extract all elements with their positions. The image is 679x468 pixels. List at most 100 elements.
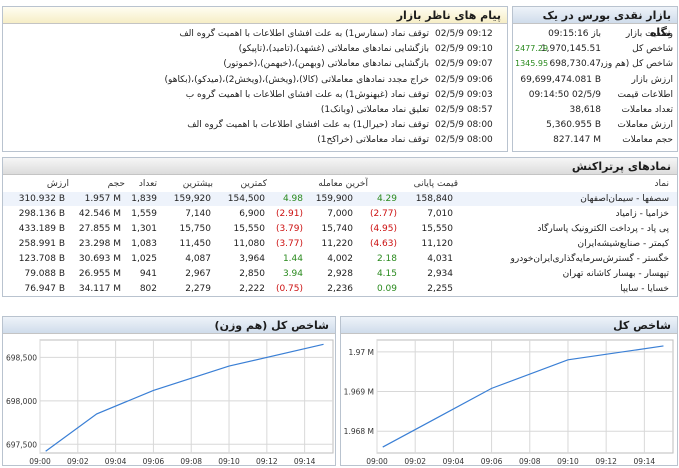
- trade-count: 1,301: [131, 224, 157, 234]
- high-price: 7,140: [185, 209, 211, 219]
- trade-count: 802: [139, 284, 157, 294]
- trade-count: 1,839: [131, 194, 157, 204]
- last-price: 4,002: [327, 254, 353, 264]
- market-stat-row: اطلاعات قیمت 09:14:50 02/5/9: [513, 88, 677, 102]
- message-row[interactable]: 02/5/9 08:00 توقف نماد معاملاتی (خراکح1): [3, 133, 507, 147]
- table-row[interactable]: کیمتر - صنایع‌شیشه‌ایران 11,120 (4.63) 11,2…: [3, 237, 677, 251]
- message-row[interactable]: 02/5/9 08:00 توقف نماد (حیرال1) به علت اف…: [3, 118, 507, 132]
- last-change: (0.75): [275, 284, 303, 294]
- close-change: 2.18: [376, 254, 397, 264]
- message-row[interactable]: 02/5/9 09:07 بازگشایی نمادهای معاملاتی (و…: [3, 57, 507, 71]
- low-price: 15,550: [233, 224, 266, 234]
- last-change: 4.98: [282, 194, 303, 204]
- trade-volume: 34.117 M: [78, 284, 121, 294]
- message-row[interactable]: 02/5/9 09:06 خراج مجدد نمادهای معاملاتی (…: [3, 73, 507, 87]
- plot-area: [39, 339, 334, 454]
- market-stat-label: وضعیت بازار: [625, 29, 673, 39]
- trade-volume: 1.957 M: [84, 194, 121, 204]
- high-price: 15,750: [179, 224, 212, 234]
- message-text: توقف نماد (سفارس1) به علت افشای اطلاعات …: [179, 29, 429, 39]
- trade-volume: 26.955 M: [78, 269, 121, 279]
- header-value: ارزش: [46, 179, 69, 189]
- last-price: 2,236: [327, 284, 353, 294]
- x-tick-label: 09:14: [634, 457, 656, 466]
- message-text: توقف نماد معاملاتی (خراکح1): [317, 135, 429, 146]
- last-change: (2.91): [275, 209, 303, 219]
- market-messages-panel: پیام های ناظر بازار 02/5/9 09:12 توقف نما…: [2, 6, 508, 152]
- symbol-name: خسایا - سایپا: [620, 284, 669, 294]
- symbol-name: تپهسار - بهسار کاشانه تهران: [562, 269, 669, 279]
- last-price: 7,000: [327, 209, 353, 219]
- header-count: تعداد: [138, 179, 157, 189]
- trade-value: 298.136 B: [18, 209, 65, 219]
- x-tick-label: 09:10: [218, 457, 240, 466]
- x-tick-label: 09:02: [404, 457, 426, 466]
- table-row[interactable]: تپهسار - بهسار کاشانه تهران 2,934 4.15 2,92…: [3, 267, 677, 281]
- close-change: (2.77): [369, 209, 397, 219]
- market-stat-label: اطلاعات قیمت: [617, 89, 673, 100]
- trade-volume: 27.855 M: [78, 224, 121, 234]
- low-price: 2,850: [239, 269, 265, 279]
- message-text: توقف نماد (حیرال1) به علت افشای اطلاعات …: [187, 120, 429, 131]
- x-tick-label: 09:08: [180, 457, 202, 466]
- close-change: 4.29: [376, 194, 397, 204]
- symbol-name: خگستر - گسترش‌سرمایه‌گذاری‌ایران‌خودرو: [510, 254, 670, 264]
- close-price: 2,934: [427, 269, 453, 279]
- x-tick-label: 09:04: [443, 457, 465, 466]
- last-price: 2,928: [327, 269, 353, 279]
- header-volume: حجم: [107, 179, 125, 189]
- x-tick-label: 09:08: [519, 457, 541, 466]
- trade-count: 941: [139, 269, 157, 279]
- x-tick-label: 09:14: [294, 457, 316, 466]
- market-stat-change: 1345.95: [515, 59, 549, 69]
- y-tick-label: 1.97 M: [348, 348, 374, 357]
- table-row[interactable]: خسایا - سایپا 2,255 0.09 2,236 (0.75) 2,222 2,…: [3, 282, 677, 296]
- message-row[interactable]: 02/5/9 09:03 توقف نماد (غبهنوش1) به علت ا…: [3, 88, 507, 102]
- last-price: 159,900: [315, 194, 353, 204]
- low-price: 154,500: [227, 194, 265, 204]
- influential-symbols-title: نمادهای پرتراکنش: [3, 158, 677, 175]
- market-stat-value: 827.147 M: [553, 135, 601, 146]
- table-row[interactable]: خگستر - گسترش‌سرمایه‌گذاری‌ایران‌خودرو 4,…: [3, 252, 677, 266]
- high-price: 2,279: [185, 284, 211, 294]
- y-tick-label: 1.968 M: [344, 427, 374, 436]
- market-stat-label: شاخص کل: [632, 44, 673, 55]
- last-change: (3.77): [275, 239, 303, 249]
- table-row[interactable]: پی پاد - پرداخت الکترونیک پاسارگاد 15,550…: [3, 222, 677, 236]
- header-close: قیمت پایانی: [413, 179, 458, 189]
- low-price: 6,900: [239, 209, 265, 219]
- market-overview-title: بازار نقدی بورس در یک نگاه: [513, 7, 677, 39]
- x-tick-label: 09:04: [105, 457, 127, 466]
- low-price: 11,080: [233, 239, 266, 249]
- market-stat-value: 09:14:50 02/5/9: [528, 89, 601, 100]
- trade-value: 258.991 B: [18, 239, 65, 249]
- market-stat-row: تعداد معاملات 38,618: [513, 103, 677, 117]
- x-tick-label: 09:06: [143, 457, 165, 466]
- symbol-name: خزامیا - زامیاد: [615, 209, 669, 219]
- header-last: آخرین معامله: [318, 179, 368, 189]
- trade-volume: 30.693 M: [78, 254, 121, 264]
- header-symbol: نماد: [654, 179, 669, 189]
- close-change: (4.95): [369, 224, 397, 234]
- last-change: (3.79): [275, 224, 303, 234]
- market-stat-row: حجم معاملات 827.147 M: [513, 133, 677, 147]
- symbol-name: پی پاد - پرداخت الکترونیک پاسارگاد: [537, 224, 669, 234]
- market-stat-value: باز 09:15:16: [548, 29, 601, 39]
- plot-area: [376, 339, 674, 454]
- message-row[interactable]: 02/5/9 08:57 تعلیق نماد معاملاتی (وبانک1): [3, 103, 507, 117]
- message-row[interactable]: 02/5/9 09:12 توقف نماد (سفارس1) به علت اف…: [3, 27, 507, 41]
- x-tick-label: 09:06: [481, 457, 503, 466]
- close-change: 0.09: [376, 284, 397, 294]
- table-row[interactable]: سصفها - سیمان‌اصفهان 158,840 4.29 159,900 4.…: [3, 192, 677, 206]
- trade-count: 1,559: [131, 209, 157, 219]
- message-row[interactable]: 02/5/9 09:10 بازگشایی نمادهای معاملاتی (غ…: [3, 42, 507, 56]
- equal-weight-index-chart-panel: شاخص کل (هم وزن) 697,500 698,000 698,500 09…: [2, 316, 336, 466]
- trade-count: 1,025: [131, 254, 157, 264]
- close-price: 15,550: [421, 224, 454, 234]
- market-stat-value: 698,730.47: [549, 59, 601, 70]
- table-row[interactable]: خزامیا - زامیاد 7,010 (2.77) 7,000 (2.91) 6,9…: [3, 207, 677, 221]
- trade-volume: 42.546 M: [78, 209, 121, 219]
- last-change: 1.44: [282, 254, 303, 264]
- market-overview-panel: بازار نقدی بورس در یک نگاه وضعیت بازار با…: [512, 6, 678, 152]
- close-price: 158,840: [415, 194, 453, 204]
